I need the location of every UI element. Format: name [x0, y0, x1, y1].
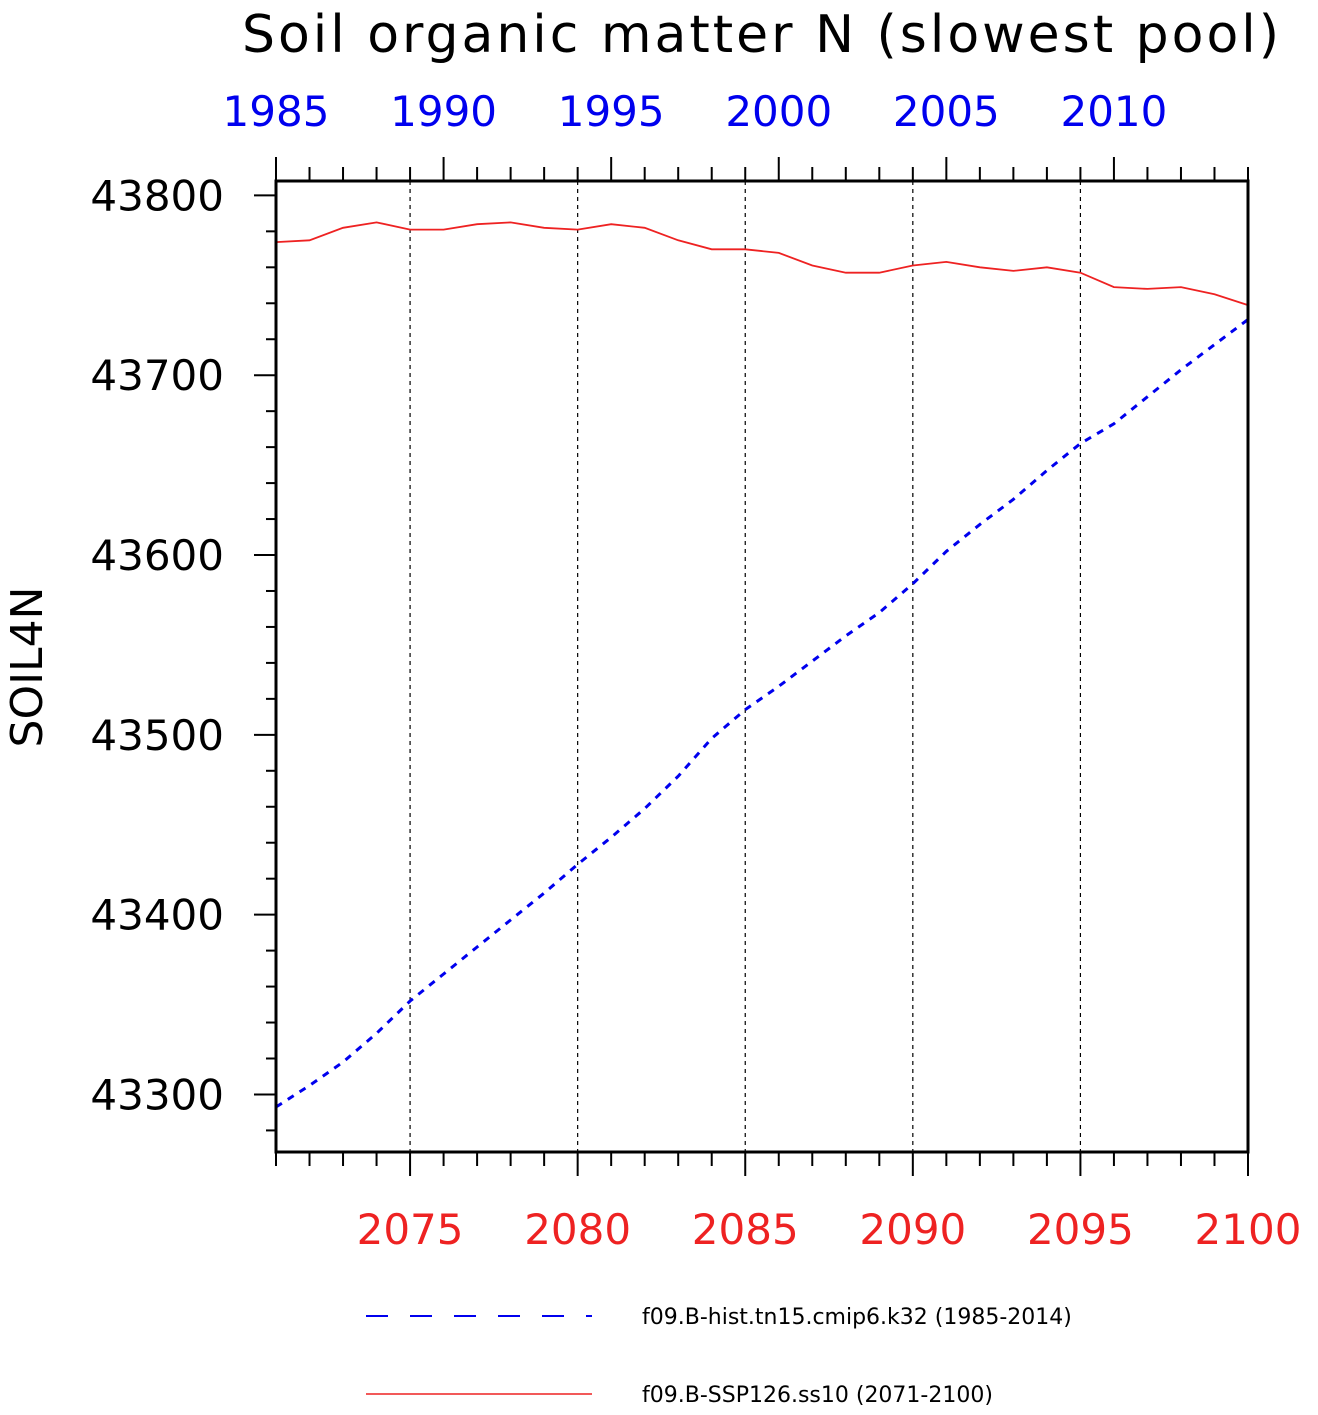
- y-tick-label: 43300: [90, 1070, 224, 1119]
- legend-label-2: f09.B-SSP126.ss10 (2071-2100): [642, 1383, 993, 1408]
- x-bottom-tick-label: 2080: [524, 1205, 631, 1254]
- series-line-1: [276, 320, 1248, 1108]
- grid: [410, 181, 1080, 1152]
- x-bottom-tick-label: 2085: [692, 1205, 799, 1254]
- series-lines: [276, 222, 1248, 1107]
- y-tick-label: 43500: [90, 711, 224, 760]
- y-tick-label: 43800: [90, 171, 224, 220]
- x-bottom-tick-label: 2075: [357, 1205, 464, 1254]
- y-axis-label: SOIL4N: [2, 587, 53, 748]
- y-tick-label: 43400: [90, 891, 224, 940]
- x-top-tick-label: 2010: [1060, 87, 1167, 136]
- x-top-tick-label: 1985: [223, 87, 330, 136]
- x-bottom-tick-label: 2095: [1027, 1205, 1134, 1254]
- x-top-tick-label: 2000: [725, 87, 832, 136]
- legend-label-1: f09.B-hist.tn15.cmip6.k32 (1985-2014): [642, 1305, 1072, 1330]
- axes: 43300 43400 43500 43600 43700 43800 2075 2080 20…: [90, 87, 1301, 1254]
- series-line-2: [276, 222, 1248, 305]
- chart-title: Soil organic matter N (slowest pool): [242, 5, 1282, 65]
- x-top-tick-label: 1990: [390, 87, 497, 136]
- plot-frame: [276, 181, 1248, 1152]
- y-tick-label: 43600: [90, 531, 224, 580]
- legend: f09.B-hist.tn15.cmip6.k32 (1985-2014) f09…: [366, 1305, 1072, 1408]
- y-tick-label: 43700: [90, 351, 224, 400]
- x-top-tick-label: 2005: [893, 87, 1000, 136]
- x-bottom-tick-label: 2100: [1195, 1205, 1302, 1254]
- x-top-tick-label: 1995: [558, 87, 665, 136]
- x-bottom-tick-label: 2090: [859, 1205, 966, 1254]
